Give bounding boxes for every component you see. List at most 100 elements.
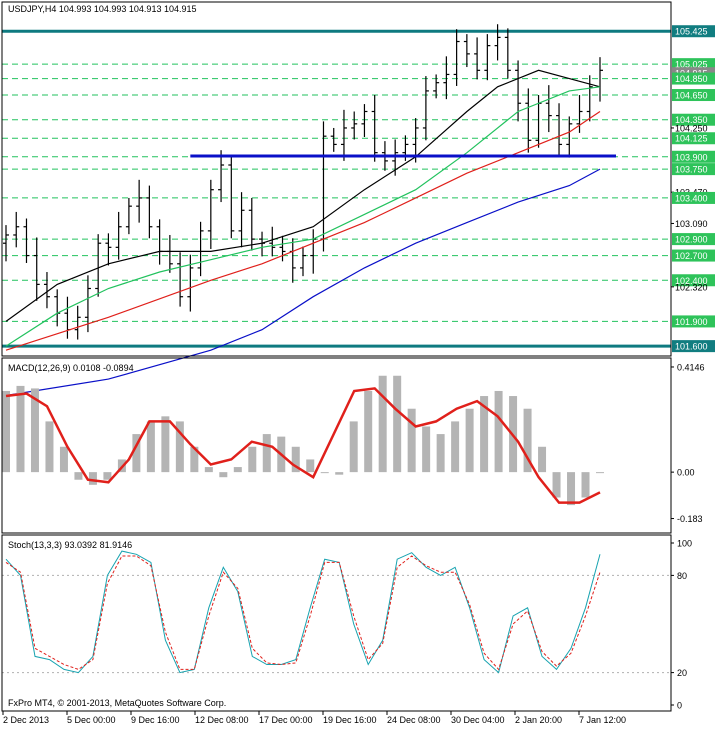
price-label-box — [672, 233, 715, 246]
macd-axis-label: 0.4146 — [677, 362, 705, 372]
price-label-box — [672, 274, 715, 287]
price-label: 102.320 — [675, 282, 708, 292]
macd-histogram-bar — [204, 467, 213, 473]
macd-histogram-bar — [146, 421, 155, 473]
price-label-box — [672, 249, 715, 262]
time-label: 24 Dec 08:00 — [387, 715, 441, 725]
stoch-main-line — [5, 550, 601, 674]
price-label-box — [672, 163, 715, 176]
price-pane[interactable]: 105.425105.025104.915104.850104.650104.3… — [1, 1, 715, 397]
moving-average-medium — [5, 86, 601, 347]
time-label: 17 Dec 00:00 — [259, 715, 313, 725]
price-label: 105.025 — [675, 60, 708, 70]
macd-histogram-bar — [596, 472, 604, 474]
price-label: 102.700 — [675, 251, 708, 261]
price-label: 101.600 — [675, 342, 708, 352]
macd-histogram-bar — [88, 472, 97, 485]
stoch-axis-label: 80 — [677, 571, 687, 581]
price-label: 104.125 — [675, 134, 708, 144]
macd-histogram-bar — [59, 446, 68, 473]
price-pane-title: USDJPY,H4 104.993 104.993 104.913 104.91… — [8, 4, 197, 14]
time-label: 9 Dec 16:00 — [131, 715, 180, 725]
price-label-box — [672, 72, 715, 85]
time-label: 30 Dec 04:00 — [451, 715, 505, 725]
macd-histogram-bar — [422, 426, 431, 473]
time-label: 7 Jan 12:00 — [579, 715, 626, 725]
macd-histogram-bar — [567, 472, 576, 506]
macd-axis-label: 0.00 — [677, 468, 695, 478]
time-label: 2 Dec 2013 — [3, 715, 49, 725]
price-label: 103.900 — [675, 152, 708, 162]
moving-average-long — [5, 111, 601, 351]
macd-histogram-bar — [581, 472, 590, 498]
macd-histogram-bar — [494, 390, 503, 473]
time-label: 12 Dec 08:00 — [195, 715, 249, 725]
macd-histogram-bar — [306, 459, 315, 473]
moving-average-very-long — [5, 168, 601, 397]
stoch-signal-line — [5, 555, 601, 671]
macd-pane-title: MACD(12,26,9) 0.0108 -0.0894 — [8, 363, 134, 373]
price-label: 104.350 — [675, 115, 708, 125]
stoch-axis-label: 20 — [677, 668, 687, 678]
macd-histogram-bar — [175, 421, 184, 473]
macd-histogram-bar — [74, 472, 83, 480]
macd-histogram-bar — [2, 390, 10, 473]
macd-histogram-bar — [523, 408, 532, 473]
macd-histogram-bar — [161, 416, 170, 473]
price-label-box — [672, 191, 715, 204]
price-label-box — [672, 89, 715, 102]
price-label: 103.090 — [675, 219, 708, 229]
price-label: 104.650 — [675, 91, 708, 101]
price-label-box — [672, 340, 715, 353]
copyright-text: FxPro MT4, © 2001-2013, MetaQuotes Softw… — [8, 698, 226, 708]
price-label-box — [672, 150, 715, 163]
macd-pane-frame — [1, 357, 672, 534]
stoch-pane-frame — [1, 534, 672, 712]
macd-histogram-bar — [364, 390, 373, 473]
macd-histogram-bar — [320, 472, 329, 474]
price-label-box — [672, 315, 715, 328]
macd-histogram-bar — [103, 472, 112, 480]
price-label: 103.750 — [675, 165, 708, 175]
macd-histogram-bar — [291, 446, 300, 473]
price-label-box — [672, 25, 715, 38]
macd-histogram-bar — [248, 446, 257, 473]
macd-histogram-bar — [45, 421, 54, 473]
stoch-pane[interactable]: 100 80 20 0 — [1, 534, 692, 712]
macd-histogram-bar — [349, 421, 358, 473]
macd-histogram-bar — [465, 408, 474, 473]
macd-histogram-bar — [233, 467, 242, 473]
macd-pane[interactable]: 0.4146 0.00 -0.183 — [1, 357, 705, 534]
macd-histogram-bar — [436, 434, 445, 473]
price-label: 104.250 — [675, 123, 708, 133]
stoch-axis-label: 100 — [677, 539, 692, 549]
time-label: 19 Dec 16:00 — [323, 715, 377, 725]
macd-signal-line — [5, 387, 601, 504]
time-label: 2 Jan 20:00 — [515, 715, 562, 725]
macd-histogram-bar — [480, 396, 489, 473]
macd-histogram-bar — [262, 434, 271, 473]
macd-histogram-bar — [190, 446, 199, 473]
macd-histogram-bar — [378, 375, 387, 473]
macd-histogram-bar — [132, 434, 141, 473]
macd-histogram-bar — [451, 421, 460, 473]
macd-histogram-bar — [335, 472, 344, 475]
macd-histogram-bar — [30, 388, 39, 473]
stoch-axis-label: 0 — [677, 701, 682, 711]
price-label-box — [672, 132, 715, 145]
macd-histogram-bar — [538, 446, 547, 473]
price-label: 104.850 — [675, 74, 708, 84]
macd-histogram-bar — [407, 408, 416, 473]
price-pane-frame — [1, 1, 672, 357]
price-label-box — [672, 58, 715, 71]
macd-histogram-bar — [16, 385, 25, 473]
macd-histogram-bar — [393, 375, 402, 473]
price-label: 101.900 — [675, 317, 708, 327]
price-label: 102.400 — [675, 276, 708, 286]
moving-average-short — [5, 69, 601, 322]
price-label: 103.400 — [675, 193, 708, 203]
price-label: 105.425 — [675, 27, 708, 37]
price-label-box — [672, 113, 715, 126]
time-label: 5 Dec 00:00 — [67, 715, 116, 725]
